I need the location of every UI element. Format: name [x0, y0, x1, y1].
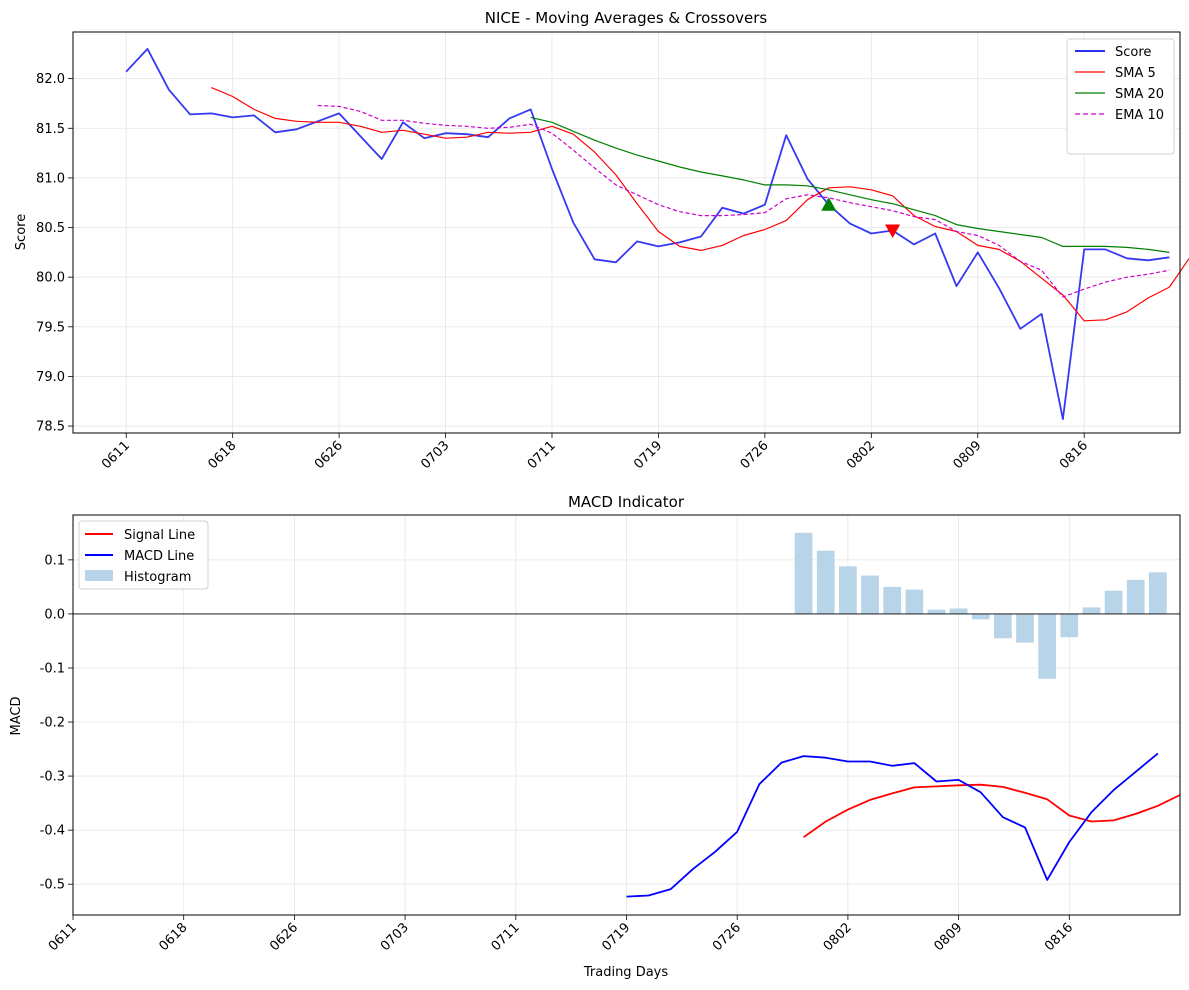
- top-chart-title: NICE - Moving Averages & Crossovers: [485, 9, 768, 27]
- bottom-y-tick-label: -0.5: [40, 878, 65, 893]
- bottom-x-tick-label: 0719: [599, 920, 633, 954]
- bottom-y-tick-label: -0.1: [40, 661, 65, 676]
- top-y-tick-label: 82.0: [36, 72, 65, 87]
- top-x-tick-label: 0711: [525, 438, 559, 472]
- top-y-tick-label: 81.0: [36, 171, 65, 186]
- histogram-bar: [883, 586, 902, 614]
- bottom-y-tick-label: -0.2: [40, 716, 65, 731]
- top-y-tick-label: 78.5: [36, 420, 65, 435]
- legend-label-sma5: SMA 5: [1115, 66, 1156, 81]
- top-y-tick-label: 79.0: [36, 370, 65, 385]
- macd-chart: MACD Indicator MACD Trading Days 0611 061…: [9, 493, 1181, 980]
- top-y-tick-label: 79.5: [36, 320, 65, 335]
- bottom-legend: Signal Line MACD Line Histogram: [78, 520, 209, 590]
- series-line-ema-10: [317, 104, 1170, 298]
- top-x-tick-label: 0611: [99, 438, 133, 472]
- histogram-bar: [1060, 613, 1079, 638]
- bottom-x-tick-label: 0809: [931, 920, 965, 954]
- bottom-x-tick-label: 0726: [710, 920, 744, 954]
- bottom-y-tick-label: 0.1: [44, 553, 65, 568]
- top-x-tick-label: 0618: [205, 438, 239, 472]
- top-y-tick-label: 81.5: [36, 122, 65, 137]
- top-x-tick-label: 0809: [951, 438, 985, 472]
- legend-label-score: Score: [1115, 45, 1151, 60]
- bottom-x-axis-label: Trading Days: [583, 965, 668, 980]
- bottom-chart-title: MACD Indicator: [568, 493, 685, 511]
- moving-averages-chart: NICE - Moving Averages & Crossovers Scor…: [14, 9, 1189, 472]
- legend-label-histogram: Histogram: [124, 570, 191, 585]
- bottom-y-tick-label: -0.3: [40, 770, 65, 785]
- histogram-bar: [1104, 590, 1123, 614]
- top-y-tick-label: 80.5: [36, 221, 65, 236]
- histogram-bar: [1082, 607, 1101, 614]
- top-x-tick-label: 0719: [631, 438, 665, 472]
- bottom-x-tick-label: 0711: [489, 920, 523, 954]
- bottom-x-tick-label: 0703: [378, 920, 412, 954]
- histogram-bar: [839, 566, 857, 614]
- bottom-x-tick-label: 0816: [1042, 920, 1076, 954]
- histogram-bar: [1149, 572, 1167, 614]
- histogram-bar: [905, 589, 924, 614]
- top-x-tick-label: 0816: [1057, 438, 1091, 472]
- legend-swatch-histogram: [85, 570, 113, 581]
- histogram-bar: [949, 608, 968, 614]
- legend-label-signal: Signal Line: [124, 528, 195, 543]
- legend-label-sma20: SMA 20: [1115, 87, 1164, 102]
- series-line-sma-5: [211, 87, 1189, 322]
- legend-label-macd: MACD Line: [124, 549, 194, 564]
- series-line-sma-20: [530, 116, 1170, 253]
- bullish-crossover-marker: [821, 197, 837, 211]
- histogram-bar: [1038, 613, 1057, 679]
- bottom-x-tick-label: 0626: [267, 920, 301, 954]
- histogram-bar: [794, 532, 813, 614]
- series-line-score: [125, 48, 1170, 421]
- histogram-bar: [971, 613, 990, 620]
- histogram-bar: [994, 613, 1012, 639]
- bottom-y-tick-label: 0.0: [44, 607, 65, 622]
- histogram-bar: [861, 575, 879, 614]
- histogram-bar: [816, 550, 835, 614]
- histogram-bar: [1126, 579, 1145, 614]
- series-line-signal-line: [803, 783, 1181, 838]
- bottom-x-tick-label: 0802: [821, 920, 855, 954]
- histogram-bar: [927, 609, 946, 614]
- bottom-y-axis-label: MACD: [9, 697, 24, 736]
- bottom-y-tick-label: -0.4: [40, 824, 65, 839]
- top-y-tick-label: 80.0: [36, 271, 65, 286]
- series-line-macd-line: [626, 752, 1159, 898]
- legend-label-ema10: EMA 10: [1115, 108, 1164, 123]
- top-y-axis-label: Score: [14, 214, 29, 250]
- top-plot-frame: [72, 31, 1181, 434]
- top-x-tick-label: 0802: [844, 438, 878, 472]
- histogram-bar: [1016, 613, 1034, 643]
- top-x-tick-label: 0703: [418, 438, 452, 472]
- top-x-tick-label: 0626: [312, 438, 346, 472]
- bearish-crossover-marker: [885, 224, 901, 239]
- bottom-x-tick-label: 0611: [46, 920, 80, 954]
- top-legend: Score SMA 5 SMA 20 EMA 10: [1066, 38, 1175, 155]
- bottom-x-tick-label: 0618: [157, 920, 191, 954]
- top-legend-box: [1066, 38, 1175, 155]
- top-x-tick-label: 0726: [738, 438, 772, 472]
